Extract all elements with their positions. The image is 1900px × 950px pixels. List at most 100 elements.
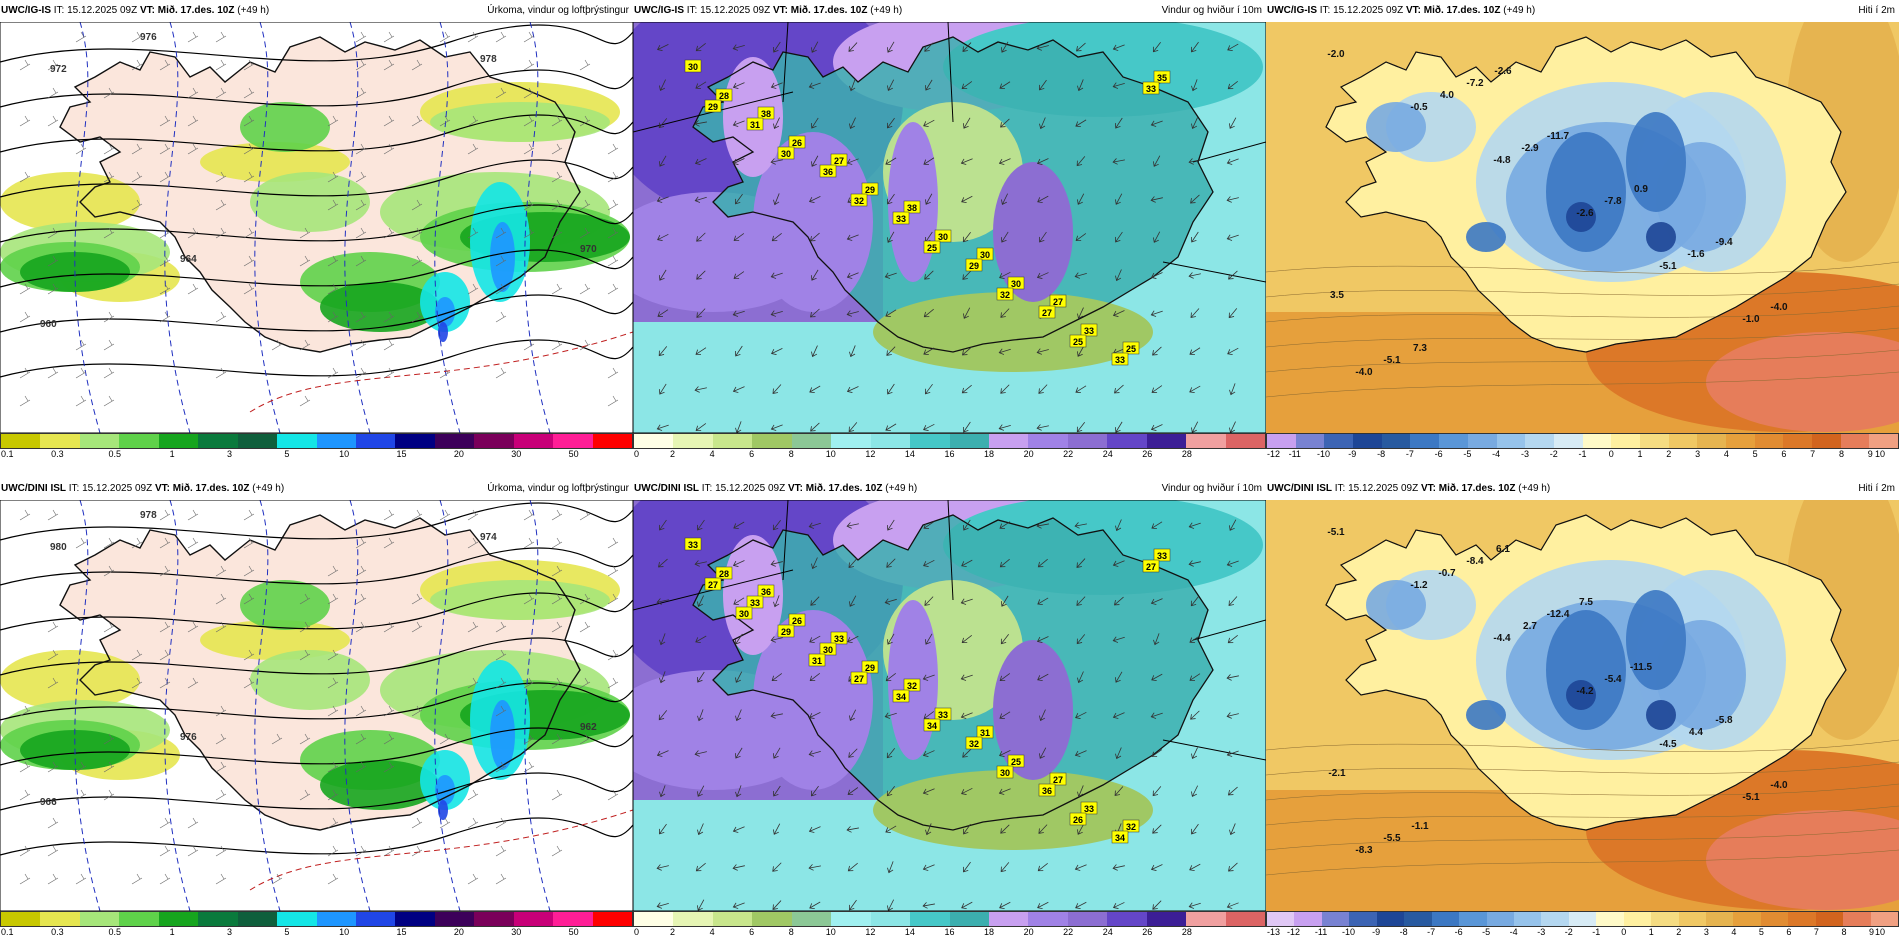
svg-text:26: 26 <box>1073 815 1083 825</box>
temperature-label: -2.6 <box>1494 66 1512 77</box>
scale-swatch <box>791 434 832 448</box>
scale-swatch <box>1353 434 1382 448</box>
scale-swatch <box>752 912 792 926</box>
temperature-label: 3.5 <box>1330 290 1344 301</box>
scale-swatch <box>831 912 871 926</box>
scale-swatch <box>1486 912 1514 926</box>
model-name: UWC/DINI ISL <box>1 483 66 494</box>
scale-swatch <box>1376 912 1405 926</box>
scale-tick: 15 <box>396 927 407 937</box>
temperature-label: -2.0 <box>1327 49 1345 60</box>
scale-swatch <box>870 434 911 448</box>
gust-label: 33 <box>746 595 764 609</box>
scale-swatch <box>316 912 356 926</box>
gust-label: 27 <box>850 671 868 685</box>
scale-swatch <box>1349 912 1377 926</box>
scale-swatch <box>40 434 80 448</box>
gust-label: 29 <box>965 258 983 272</box>
map-image: 976 978 972 964 960 970 <box>0 22 633 433</box>
scale-tick: 30 <box>511 927 522 937</box>
gust-label: 30 <box>819 642 837 656</box>
scale-tick: 26 <box>1142 927 1153 937</box>
panel-title: Vindur og hviður í 10m <box>1161 483 1262 494</box>
svg-text:35: 35 <box>1157 73 1167 83</box>
scale-swatch <box>831 434 871 448</box>
scale-swatch <box>1843 912 1871 926</box>
scale-swatch <box>1706 912 1734 926</box>
scale-tick: 10 <box>339 927 350 937</box>
init-time: IT: 15.12.2025 09Z <box>686 5 771 16</box>
scale-swatch <box>553 434 593 448</box>
scale-tick: -7 <box>1427 927 1436 937</box>
scale-swatch <box>634 434 674 448</box>
scale-tick: 12 <box>865 927 876 937</box>
gust-label: 29 <box>861 660 879 674</box>
svg-text:30: 30 <box>1000 768 1010 778</box>
gust-label: 32 <box>903 678 921 692</box>
scale-swatch <box>355 434 396 448</box>
svg-text:32: 32 <box>1000 290 1010 300</box>
scale-tick: 0 <box>1621 927 1627 937</box>
init-time: IT: 15.12.2025 09Z <box>53 5 138 16</box>
gust-label: 30 <box>1007 276 1025 290</box>
model-name: UWC/IG-IS <box>1 5 51 16</box>
svg-text:31: 31 <box>812 656 822 666</box>
svg-text:29: 29 <box>865 185 875 195</box>
svg-text:27: 27 <box>1042 308 1052 318</box>
scale-tick: 4 <box>1723 449 1729 459</box>
scale-swatch <box>1028 434 1068 448</box>
precip-map: 978 974 980 976 966 962 <box>0 500 633 911</box>
scale-tick: 22 <box>1063 927 1074 937</box>
temperature-map: -5.1 -1.2 -4.4 -4.2 -4.5 -5.1 -8.3 -0.7 2.7 -5.4 4… <box>1266 500 1899 911</box>
lead-time: (+49 h) <box>885 483 918 494</box>
scale-tick: 2 <box>1676 927 1682 937</box>
svg-text:36: 36 <box>823 167 833 177</box>
isobar-label: 974 <box>480 532 497 543</box>
scale-swatch <box>237 912 278 926</box>
gust-label: 27 <box>1049 294 1067 308</box>
gust-label: 33 <box>1153 548 1171 562</box>
scale-swatch <box>1668 434 1698 448</box>
scale-swatch <box>1870 912 1899 926</box>
temperature-label: -4.5 <box>1659 739 1677 750</box>
svg-text:33: 33 <box>688 540 698 550</box>
panel-header: UWC/DINI ISL IT: 15.12.2025 09Z VT: Mið.… <box>0 478 633 500</box>
scale-swatch <box>1733 912 1761 926</box>
gust-label: 34 <box>1111 830 1129 844</box>
scale-tick: 24 <box>1102 927 1113 937</box>
gust-label: 27 <box>1142 559 1160 573</box>
scale-tick: -4 <box>1492 449 1501 459</box>
scale-swatch <box>949 912 989 926</box>
svg-text:33: 33 <box>896 214 906 224</box>
scale-tick: 1 <box>1637 449 1643 459</box>
gust-label: 33 <box>892 211 910 225</box>
scale-swatch <box>316 434 356 448</box>
scale-swatch <box>1067 912 1108 926</box>
scale-swatch <box>1321 912 1350 926</box>
scale-tick: 10 <box>1874 927 1886 937</box>
scale-swatch <box>1596 912 1624 926</box>
scale-swatch <box>1611 434 1640 448</box>
svg-text:30: 30 <box>823 645 833 655</box>
svg-text:33: 33 <box>938 710 948 720</box>
svg-text:34: 34 <box>896 692 906 702</box>
gust-label: 26 <box>788 135 806 149</box>
scale-swatch <box>158 912 199 926</box>
temperature-label: -4.0 <box>1770 302 1788 313</box>
scale-tick: 50 <box>568 927 579 937</box>
valid-time: Mið. 17.des. 10Z <box>1423 5 1501 16</box>
temperature-label: -8.4 <box>1466 556 1484 567</box>
scale-tick: 8 <box>1838 449 1844 459</box>
svg-text:36: 36 <box>1042 786 1052 796</box>
scale-swatch <box>40 912 80 926</box>
temperature-label: -11.5 <box>1630 662 1653 673</box>
svg-text:33: 33 <box>1084 326 1094 336</box>
gust-label: 36 <box>1038 783 1056 797</box>
isobar-label: 966 <box>40 797 57 808</box>
map-image: -5.1 -1.2 -4.4 -4.2 -4.5 -5.1 -8.3 -0.7 2.7 -5.4 4… <box>1266 500 1899 911</box>
svg-text:25: 25 <box>1011 757 1021 767</box>
scale-tick: -2 <box>1564 927 1573 937</box>
gust-label: 34 <box>892 689 910 703</box>
gust-label: 33 <box>830 631 848 645</box>
scale-tick: 0.5 <box>108 927 121 937</box>
